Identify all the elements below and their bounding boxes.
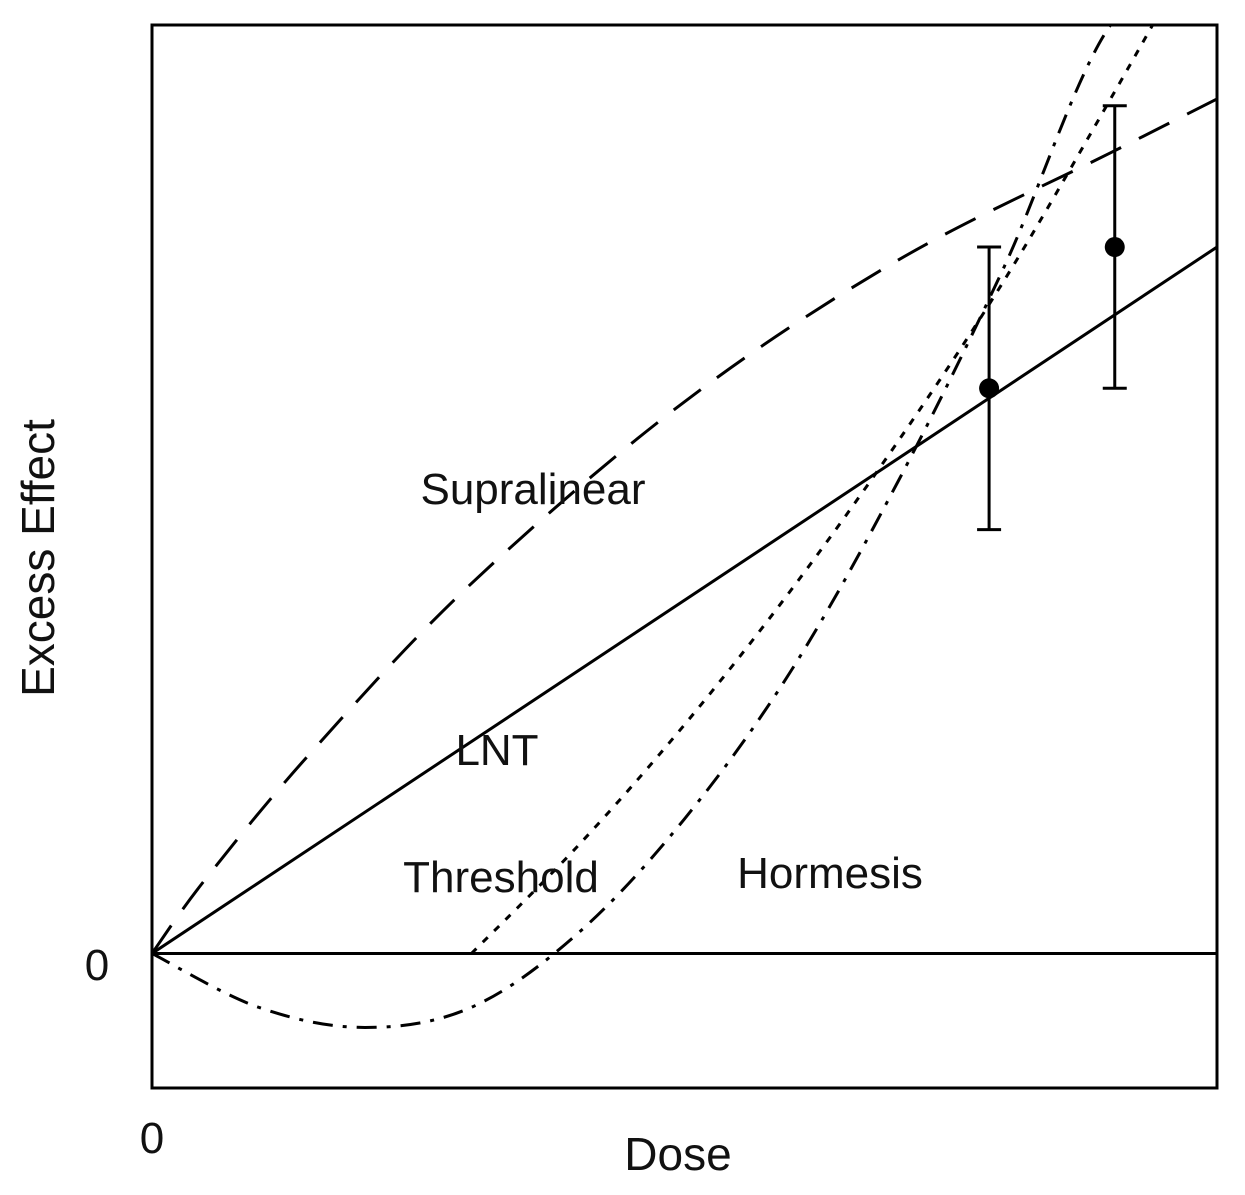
y-axis-label: Excess Effect xyxy=(12,419,64,697)
annotation-lnt: LNT xyxy=(455,726,538,775)
series-line-supralinear xyxy=(152,97,1217,955)
series-lines xyxy=(152,25,1217,1029)
data-points xyxy=(977,104,1127,532)
data-point-1 xyxy=(979,378,1000,399)
series-line-hormesis xyxy=(152,25,1113,1029)
annotation-supralinear: Supralinear xyxy=(420,465,645,514)
data-point-2 xyxy=(1104,237,1125,258)
plot-frame xyxy=(150,23,1219,1090)
x-tick-label-zero: 0 xyxy=(140,1114,164,1163)
x-axis-label: Dose xyxy=(624,1128,731,1180)
series-line-lnt xyxy=(152,245,1217,955)
y-tick-label-zero: 0 xyxy=(85,941,109,990)
series-line-threshold xyxy=(470,25,1155,955)
annotation-threshold: Threshold xyxy=(403,853,599,902)
annotation-hormesis: Hormesis xyxy=(737,849,923,898)
